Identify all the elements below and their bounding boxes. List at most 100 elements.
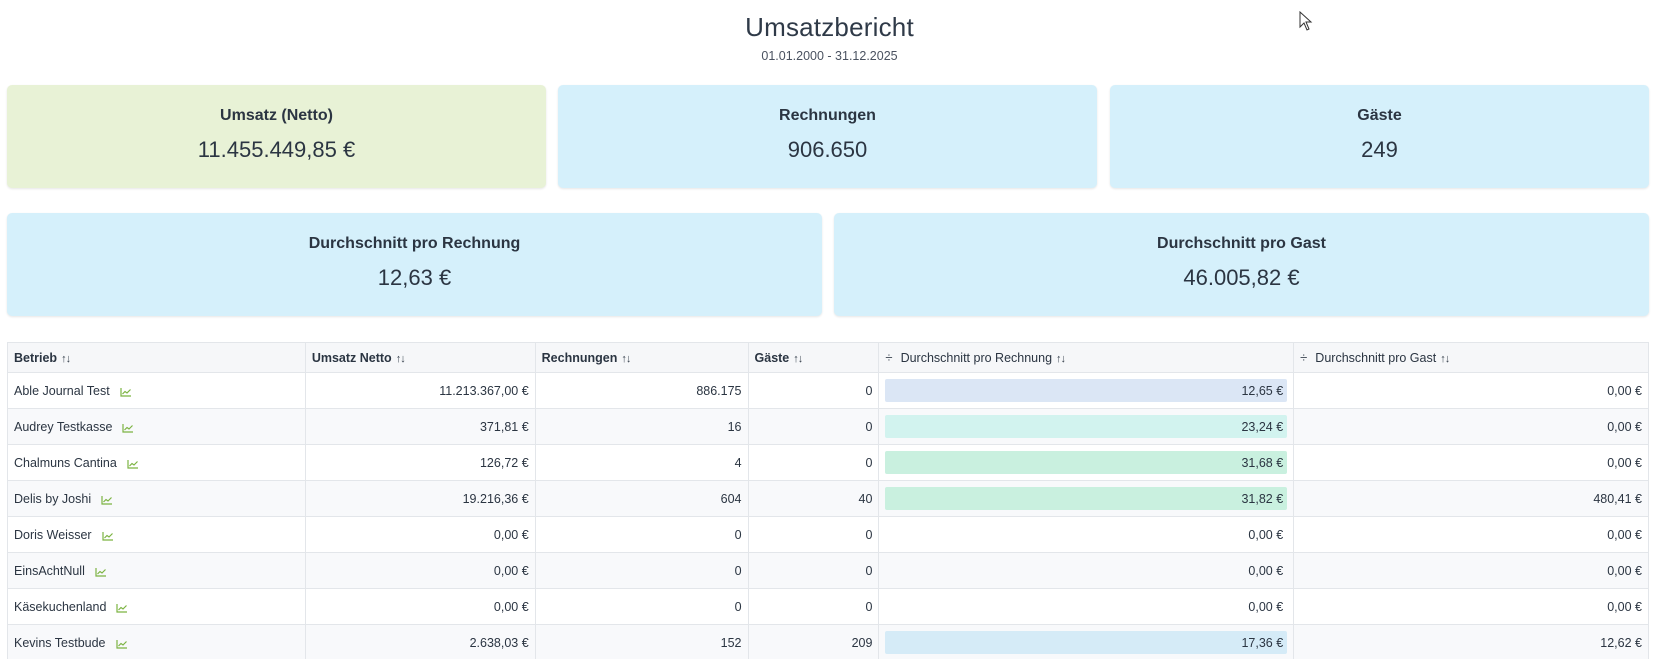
report-table: Betrieb ↑↓ Umsatz Netto ↑↓ Rechnungen ↑↓ Gä… [7, 342, 1649, 659]
business-name: Käsekuchenland [14, 599, 107, 614]
cell-revenue: 2.638,03 € [304, 624, 536, 659]
cell-betrieb: Chalmuns Cantina [7, 444, 306, 481]
cell-guests: 209 [747, 624, 880, 659]
column-header-betrieb[interactable]: Betrieb ↑↓ [7, 342, 306, 373]
cell-avg-invoice: 17,36 € [878, 624, 1295, 659]
avg-invoice-value: 17,36 € [1241, 635, 1284, 650]
line-chart-icon[interactable] [116, 602, 128, 613]
table-body: Able Journal Test 11.213.367,00 €886.175 0… [7, 372, 1649, 659]
column-header-invoices[interactable]: Rechnungen ↑↓ [534, 342, 749, 373]
cell-avg-invoice: 0,00 € [878, 552, 1295, 589]
cell-revenue: 126,72 € [304, 444, 536, 481]
cell-revenue: 0,00 € [304, 552, 536, 589]
sort-icon[interactable]: ↑↓ [61, 352, 71, 365]
cell-avg-invoice: 0,00 € [878, 516, 1295, 553]
sort-icon[interactable]: ↑↓ [793, 352, 803, 365]
line-chart-icon[interactable] [115, 638, 128, 649]
cell-avg-invoice: 0,00 € [878, 588, 1295, 625]
line-chart-icon[interactable] [122, 422, 134, 433]
cell-invoices: 886.175 [534, 372, 749, 409]
column-header-avg-invoice[interactable]: ÷ Durchschnitt pro Rechnung ↑↓ [878, 342, 1295, 373]
column-label: Rechnungen [541, 350, 618, 365]
column-header-guests[interactable]: Gäste ↑↓ [747, 342, 880, 373]
cell-revenue: 19.216,36 € [304, 480, 536, 517]
value-bar [885, 379, 1288, 402]
cell-avg-guest: 0,00 € [1293, 444, 1649, 481]
value-bar [885, 415, 1288, 438]
cell-invoices: 152 [534, 624, 749, 659]
kpi-label: Durchschnitt pro Gast [1157, 235, 1326, 252]
cell-invoices: 16 [534, 408, 749, 445]
sort-icon[interactable]: ↑↓ [1056, 353, 1066, 365]
kpi-label: Durchschnitt pro Rechnung [308, 235, 521, 252]
cell-betrieb: Kevins Testbude [7, 624, 306, 659]
page-title: Umsatzbericht [745, 12, 914, 42]
cell-guests: 40 [747, 480, 880, 517]
cell-avg-guest: 0,00 € [1293, 552, 1649, 589]
cell-invoices: 604 [534, 480, 749, 517]
business-name: Doris Weisser [14, 527, 92, 542]
business-name: Able Journal Test [14, 383, 110, 398]
column-label: Gäste [754, 350, 790, 365]
kpi-card-invoices: Rechnungen 906.650 [558, 85, 1097, 188]
business-name: Audrey Testkasse [14, 419, 113, 434]
divide-icon: ÷ [1300, 350, 1308, 365]
kpi-value: 12,63 € [377, 265, 452, 290]
cell-avg-guest: 0,00 € [1293, 408, 1649, 445]
sort-icon[interactable]: ↑↓ [395, 352, 406, 365]
kpi-value: 249 [1361, 137, 1398, 162]
value-bar [885, 451, 1288, 474]
avg-invoice-value: 23,24 € [1241, 419, 1284, 434]
cell-revenue: 0,00 € [304, 516, 536, 553]
mouse-cursor-icon [1299, 11, 1313, 31]
cell-betrieb: Audrey Testkasse [7, 408, 306, 445]
value-bar [885, 487, 1288, 510]
cell-betrieb: Käsekuchenland [7, 588, 306, 625]
cell-invoices: 4 [534, 444, 749, 481]
line-chart-icon[interactable] [101, 494, 113, 505]
line-chart-icon[interactable] [127, 458, 139, 469]
avg-invoice-value: 31,68 € [1241, 455, 1284, 470]
divide-icon: ÷ [885, 350, 893, 365]
avg-invoice-value: 0,00 € [1248, 599, 1284, 614]
cell-invoices: 0 [534, 552, 749, 589]
kpi-value: 11.455.449,85 € [197, 137, 356, 162]
avg-invoice-value: 0,00 € [1248, 563, 1284, 578]
kpi-value: 906.650 [787, 137, 868, 162]
sort-icon[interactable]: ↑↓ [1440, 353, 1450, 365]
value-bar [885, 631, 1288, 654]
cell-betrieb: EinsAchtNull [7, 552, 306, 589]
cell-betrieb: Doris Weisser [7, 516, 306, 553]
sort-icon[interactable]: ↑↓ [621, 352, 631, 365]
table-row: Chalmuns Cantina 126,72 €4 0 31,68 € 0,00 € [7, 444, 1649, 481]
cell-avg-invoice: 23,24 € [878, 408, 1295, 445]
line-chart-icon[interactable] [101, 530, 114, 541]
business-name: Kevins Testbude [14, 635, 106, 650]
table-row: Käsekuchenland 0,00 €0 0 0,00 €0,00 € [7, 588, 1649, 625]
cell-betrieb: Able Journal Test [7, 372, 306, 409]
cell-guests: 0 [747, 516, 880, 553]
avg-invoice-value: 31,82 € [1241, 491, 1284, 506]
avg-invoice-value: 12,65 € [1241, 383, 1284, 398]
table-row: Audrey Testkasse 371,81 €16 0 23,24 € 0,00 € [7, 408, 1649, 445]
date-range: 01.01.2000 - 31.12.2025 [761, 49, 898, 63]
kpi-card-avg-invoice: Durchschnitt pro Rechnung 12,63 € [7, 213, 822, 316]
cell-avg-invoice: 12,65 € [878, 372, 1295, 409]
line-chart-icon[interactable] [95, 566, 107, 577]
column-header-revenue[interactable]: Umsatz Netto ↑↓ [304, 342, 536, 373]
cell-guests: 0 [747, 588, 880, 625]
cell-betrieb: Delis by Joshi [7, 480, 306, 517]
cell-guests: 0 [747, 552, 880, 589]
column-header-avg-guest[interactable]: ÷ Durchschnitt pro Gast ↑↓ [1293, 342, 1649, 373]
kpi-value: 46.005,82 € [1183, 265, 1300, 290]
cell-avg-guest: 0,00 € [1293, 372, 1649, 409]
kpi-label: Gäste [1357, 107, 1402, 124]
kpi-card-revenue: Umsatz (Netto) 11.455.449,85 € [7, 85, 546, 188]
cell-revenue: 0,00 € [304, 588, 536, 625]
cell-avg-guest: 0,00 € [1293, 588, 1649, 625]
cell-invoices: 0 [534, 516, 749, 553]
line-chart-icon[interactable] [120, 386, 132, 397]
table-row: Doris Weisser 0,00 €0 0 0,00 €0,00 € [7, 516, 1649, 553]
cell-invoices: 0 [534, 588, 749, 625]
business-name: EinsAchtNull [14, 563, 85, 578]
